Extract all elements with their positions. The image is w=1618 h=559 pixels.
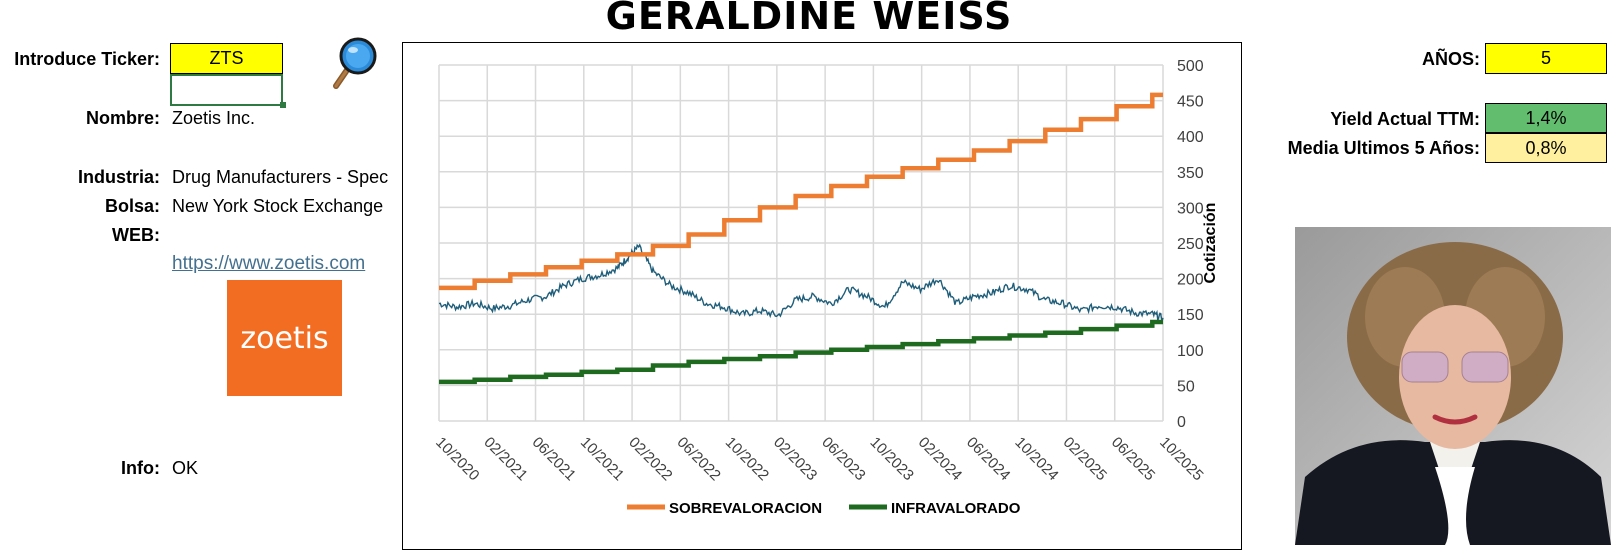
x-tick-label: 06/2025 (1108, 434, 1158, 484)
x-tick-label: 06/2022 (674, 434, 724, 484)
y-tick-label: 250 (1177, 236, 1204, 253)
info-label: Info: (121, 458, 160, 478)
x-tick-label: 10/2021 (577, 434, 627, 484)
series-line-infravalorado (439, 319, 1163, 385)
web-label: WEB: (112, 225, 160, 245)
yield-value: 1,4% (1485, 103, 1607, 133)
bolsa-value: New York Stock Exchange (172, 196, 384, 216)
industria-label: Industria: (77, 167, 160, 187)
portrait-photo (1295, 227, 1611, 545)
page-title: GERALDINE WEISS (605, 0, 1013, 38)
selected-cell[interactable] (170, 74, 283, 106)
y-tick-label: 350 (1177, 165, 1204, 182)
bolsa-label: Bolsa: (104, 196, 160, 216)
y-tick-label: 300 (1177, 200, 1204, 217)
info-value: OK (172, 458, 199, 478)
x-tick-label: 02/2023 (770, 434, 820, 484)
y-tick-label: 500 (1177, 58, 1204, 75)
web-link[interactable]: https://www.zoetis.com (172, 253, 366, 274)
magnifier-icon[interactable] (332, 36, 378, 92)
ticker-input[interactable]: ZTS (170, 43, 283, 74)
legend-label-sobrevaloracion: SOBREVALORACION (669, 500, 822, 517)
x-tick-label: 02/2025 (1060, 434, 1110, 484)
y-tick-label: 50 (1177, 378, 1195, 395)
x-tick-label: 10/2024 (1011, 434, 1061, 484)
media-label: Media Ultimos 5 Años: (1287, 138, 1480, 158)
x-tick-label: 10/2025 (1156, 434, 1206, 484)
y-tick-label: 150 (1177, 307, 1204, 324)
y-axis-label: Cotización (1202, 203, 1219, 284)
y-tick-label: 0 (1177, 414, 1186, 431)
price-chart: 05010015020025030035040045050010/202002/… (432, 58, 1219, 517)
x-tick-label: 02/2024 (915, 434, 965, 484)
x-tick-label: 10/2023 (867, 434, 917, 484)
x-tick-label: 02/2022 (625, 434, 675, 484)
x-tick-label: 06/2023 (818, 434, 868, 484)
media-value: 0,8% (1485, 133, 1607, 163)
x-tick-label: 10/2020 (432, 434, 482, 484)
y-tick-label: 400 (1177, 129, 1204, 146)
anos-label: AÑOS: (1422, 49, 1480, 69)
industria-value: Drug Manufacturers - Spec (172, 167, 389, 187)
series-line-precio (438, 243, 1164, 323)
x-tick-label: 06/2021 (529, 434, 579, 484)
nombre-value: Zoetis Inc. (172, 108, 256, 128)
y-tick-label: 200 (1177, 272, 1204, 289)
company-logo: zoetis (227, 280, 342, 396)
y-tick-label: 100 (1177, 343, 1204, 360)
x-tick-label: 10/2022 (722, 434, 772, 484)
x-tick-label: 02/2021 (480, 434, 530, 484)
ticker-label: Introduce Ticker: (14, 49, 160, 69)
x-tick-label: 06/2024 (963, 434, 1013, 484)
nombre-label: Nombre: (85, 108, 160, 128)
y-tick-label: 450 (1177, 94, 1204, 111)
anos-input[interactable]: 5 (1485, 43, 1607, 74)
logo-text: zoetis (240, 320, 329, 356)
fill-handle[interactable] (280, 102, 286, 108)
legend-label-infravalorado: INFRAVALORADO (891, 500, 1021, 517)
yield-label: Yield Actual TTM: (1330, 109, 1480, 129)
chart-frame: 0 50 100 150 200 250 300 350 400 450 500 10/2020 02/… (402, 42, 1242, 550)
series-line-sobrevaloracion (439, 92, 1163, 291)
